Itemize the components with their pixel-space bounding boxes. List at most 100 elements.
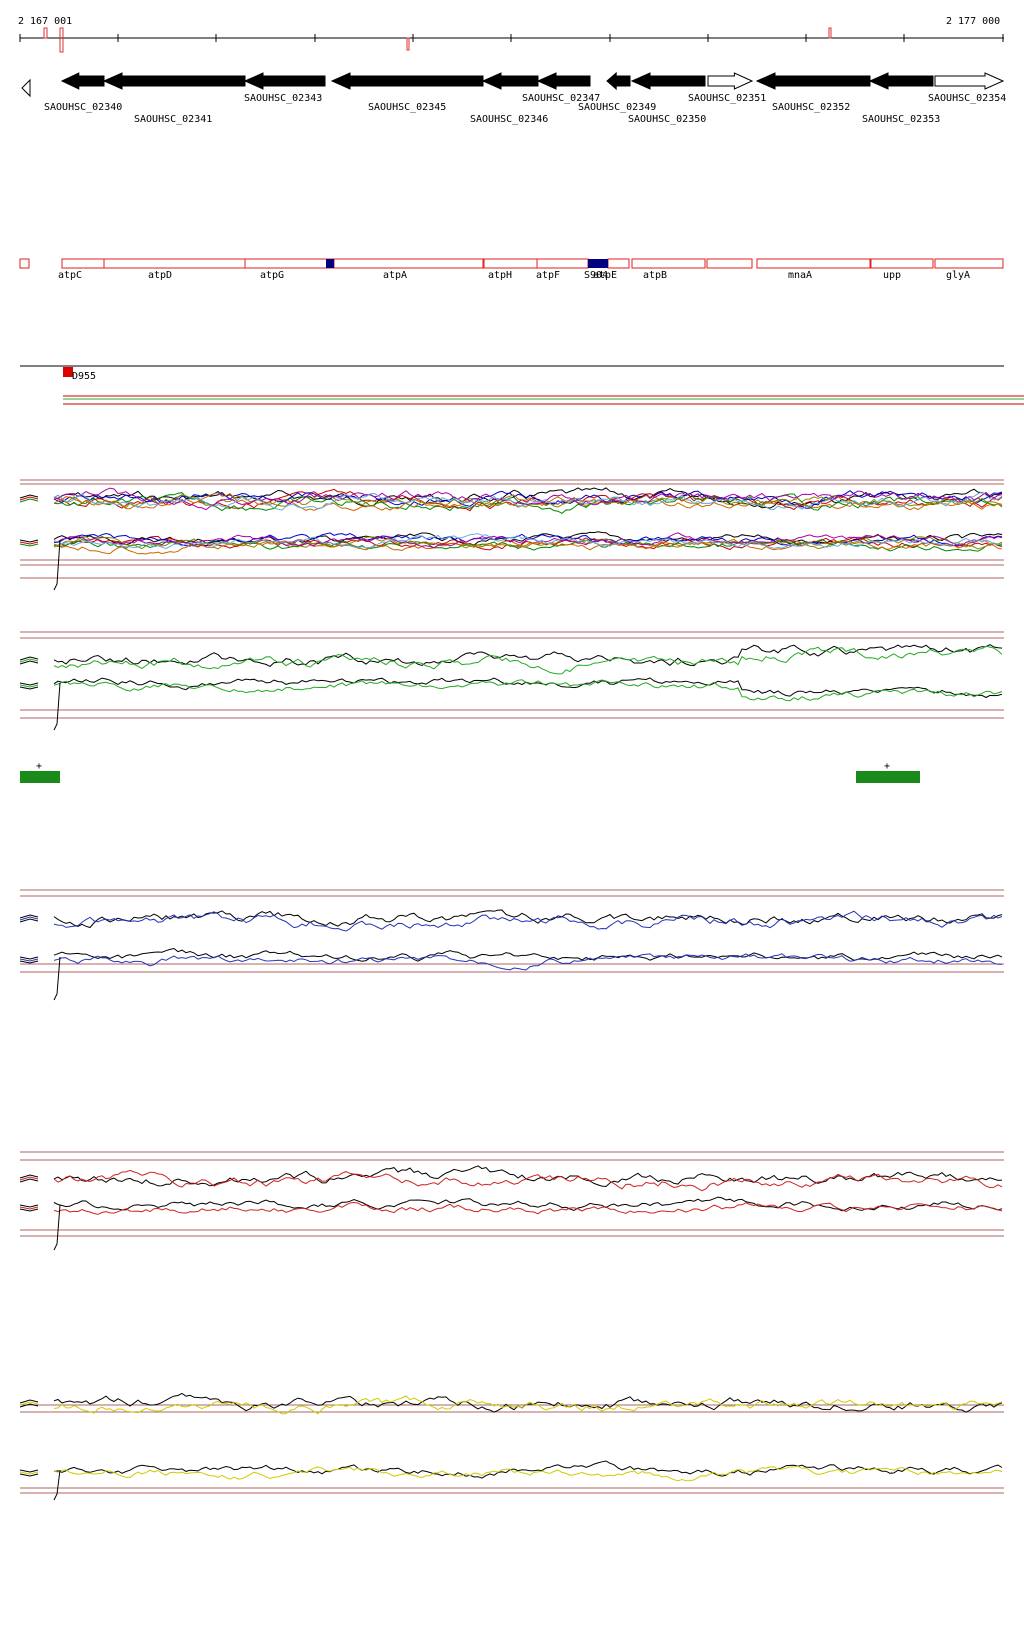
ruler-mark [43, 27, 48, 39]
gene-locus-label: SAOUHSC_02352 [772, 102, 850, 113]
ruler-ticks [19, 34, 1004, 42]
gene-box[interactable] [536, 258, 589, 269]
gene-arrow-track[interactable]: SAOUHSC_02340 SAOUHSC_02341 SAOUHSC_02343 S… [21, 71, 1006, 125]
promoter-track: + + [20, 761, 920, 783]
gene-locus-label: SAOUHSC_02343 [244, 93, 322, 104]
track-legend-glyph [19, 1206, 39, 1210]
track-legend-glyph [19, 498, 39, 503]
gene-box[interactable] [103, 258, 246, 269]
gene-locus-label: SAOUHSC_02349 [578, 102, 656, 113]
gene-box[interactable] [934, 258, 1004, 269]
track-legend-glyph [19, 658, 39, 663]
signal-line-lower [53, 1201, 1003, 1215]
gene-box[interactable] [631, 258, 706, 269]
region-track: D955 [20, 365, 1024, 405]
gene-box[interactable] [756, 258, 871, 269]
gene-symbol-label: atpH [488, 270, 512, 281]
signal-spike [53, 682, 61, 731]
track-legend-glyph [19, 918, 39, 923]
gene-symbol-label: atpC [58, 270, 82, 281]
expression-track-green [19, 631, 1004, 731]
signal-line-lower [53, 953, 1003, 971]
promoter-bar[interactable] [20, 771, 60, 783]
track-legend-glyph [19, 539, 39, 543]
gene-arrow[interactable] [330, 72, 484, 90]
gene-locus-label: SAOUHSC_02353 [862, 114, 940, 125]
track-legend-glyph [19, 960, 39, 964]
ruler-mark [828, 27, 832, 39]
gene-locus-label: SAOUHSC_02345 [368, 102, 446, 113]
signal-spike [53, 1469, 61, 1501]
gene-box[interactable] [706, 258, 753, 269]
gene-arrow[interactable] [60, 72, 105, 90]
gene-arrow[interactable] [102, 72, 246, 90]
ruler-end-label: 2 177 000 [946, 16, 1000, 27]
expression-track-blue [19, 889, 1004, 1001]
signal-line-upper [53, 1392, 1003, 1413]
gene-arrow[interactable] [536, 72, 591, 90]
track-legend-glyph [19, 496, 39, 501]
gene-arrow[interactable] [755, 72, 871, 90]
gene-symbol-label: glyA [946, 270, 970, 281]
track-legend-glyph [19, 956, 39, 960]
track-legend-glyph [19, 684, 39, 688]
gene-symbol-label: atpG [260, 270, 284, 281]
expression-track-multi [19, 479, 1004, 591]
track-legend-glyph [19, 541, 39, 545]
signal-line-upper [53, 488, 1003, 512]
signal-line-upper [53, 910, 1003, 932]
gene-box[interactable] [607, 258, 630, 269]
track-legend-glyph [19, 1403, 39, 1408]
signal-line-upper [53, 644, 1003, 668]
track-legend-glyph [19, 1174, 39, 1179]
track-legend-glyph [19, 1176, 39, 1181]
track-legend-glyph [19, 958, 39, 962]
gene-box[interactable] [244, 258, 335, 269]
signal-line-lower [53, 533, 1003, 550]
gene-locus-label: SAOUHSC_02346 [470, 114, 548, 125]
region-label: D955 [72, 371, 96, 382]
track-legend-glyph [19, 1399, 39, 1404]
signal-line-lower [53, 947, 1003, 962]
gene-box[interactable] [483, 258, 538, 269]
track-legend-glyph [19, 494, 39, 499]
signal-line-lower [53, 538, 1003, 555]
gene-locus-label: SAOUHSC_02354 [928, 93, 1006, 104]
gene-locus-label: SAOUHSC_02347 [522, 93, 600, 104]
gene-arrow[interactable] [606, 71, 631, 91]
signal-line-lower [53, 532, 1003, 549]
track-legend-glyph [19, 660, 39, 665]
signal-line-lower [53, 1196, 1003, 1212]
signal-line-lower [53, 1460, 1003, 1479]
gene-arrow[interactable] [481, 72, 539, 90]
signal-line-upper [53, 492, 1003, 512]
track-legend-glyph [19, 1208, 39, 1212]
gene-box[interactable] [333, 258, 484, 269]
promoter-mark: + [884, 761, 890, 772]
gene-symbol-label: mnaA [788, 270, 812, 281]
region-marker[interactable] [63, 367, 73, 377]
gene-locus-label: SAOUHSC_02341 [134, 114, 212, 125]
signal-line-lower [53, 535, 1003, 550]
gene-box[interactable] [870, 258, 934, 269]
scroll-left-arrow-icon[interactable] [21, 78, 31, 98]
signal-line-lower [53, 535, 1003, 551]
signal-line-lower [53, 1465, 1003, 1482]
gene-arrow[interactable] [243, 72, 326, 90]
signal-spike [53, 1204, 61, 1251]
gene-box[interactable] [61, 258, 105, 269]
signal-line-upper [53, 645, 1003, 675]
gene-name-track[interactable]: atpC atpD atpG atpA atpH atpF atpE atpB mnaA upp g… [19, 258, 1004, 281]
gene-arrow[interactable] [868, 72, 934, 90]
signal-line-upper [53, 909, 1003, 929]
track-legend-glyph [19, 1204, 39, 1208]
track-legend-glyph [19, 1469, 39, 1473]
signal-line-upper [53, 1169, 1003, 1192]
promoter-bar[interactable] [856, 771, 920, 783]
gene-arrow[interactable] [630, 72, 706, 90]
gene-arrow[interactable] [934, 72, 1005, 90]
track-legend-glyph [19, 1401, 39, 1406]
gene-arrow[interactable] [707, 72, 754, 90]
ruler-mark [59, 27, 64, 53]
